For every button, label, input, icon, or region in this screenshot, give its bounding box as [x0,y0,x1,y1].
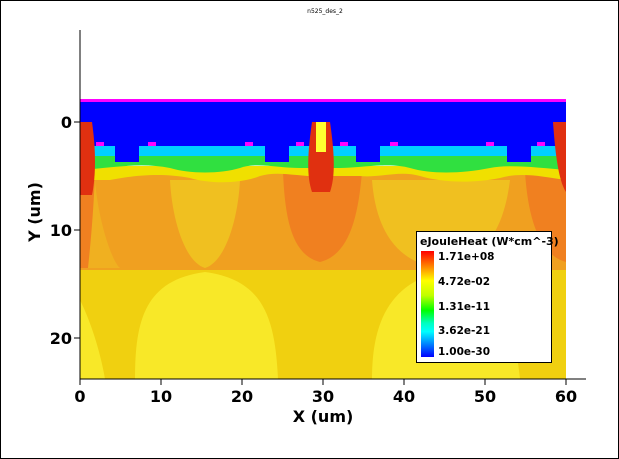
contact-1 [96,142,104,146]
field-lobe-1 [135,272,278,379]
x-tick-label-3: 30 [312,387,334,406]
legend-colorbar [421,251,434,357]
top-contact [80,99,566,102]
field-column-1 [283,172,362,262]
legend-label-4: 1.00e-30 [438,346,490,358]
contact-4 [296,142,304,146]
color-legend: eJouleHeat (W*cm^-3) 1.71e+08 4.72e-02 1… [416,231,559,363]
y-tick-label-0: 0 [61,113,72,132]
contact-6 [390,142,398,146]
x-tick-label-1: 10 [150,387,172,406]
contact-5 [340,142,348,146]
legend-title: eJouleHeat (W*cm^-3) [420,235,559,248]
contact-3 [245,142,253,146]
axis-ticks: 0 10 20 30 40 50 60 0 10 20 [50,113,577,406]
hot-channel-1 [308,122,334,192]
y-axis-label: Y (um) [25,182,44,243]
oxide-notch-3 [356,140,380,162]
contact-7 [486,142,494,146]
y-tick-label-2: 20 [50,329,72,348]
hot-channel-core-1 [316,122,326,152]
x-tick-label-2: 20 [231,387,253,406]
oxide-notch-2 [265,140,289,162]
oxide-notch-1 [115,140,139,162]
hot-channel-0 [80,122,95,195]
plot-title: n525_des_2 [307,8,343,15]
field-column-2 [525,172,566,262]
x-tick-label-6: 60 [555,387,577,406]
x-tick-label-4: 40 [393,387,415,406]
hot-channel-2 [553,122,566,192]
legend-label-3: 3.62e-21 [438,325,490,337]
contact-8 [537,142,545,146]
legend-label-0: 1.71e+08 [438,251,495,263]
oxide-notch-4 [507,140,531,162]
legend-label-2: 1.31e-11 [438,301,490,313]
legend-label-1: 4.72e-02 [438,276,490,288]
x-tick-label-5: 50 [474,387,496,406]
field-column-0 [80,172,95,268]
field-lobe-0 [80,300,105,379]
field-pocket-1 [170,180,240,268]
x-tick-label-0: 0 [74,387,85,406]
plot-area [80,99,566,379]
contact-2 [148,142,156,146]
x-axis-label: X (um) [293,407,354,426]
y-tick-label-1: 10 [50,221,72,240]
